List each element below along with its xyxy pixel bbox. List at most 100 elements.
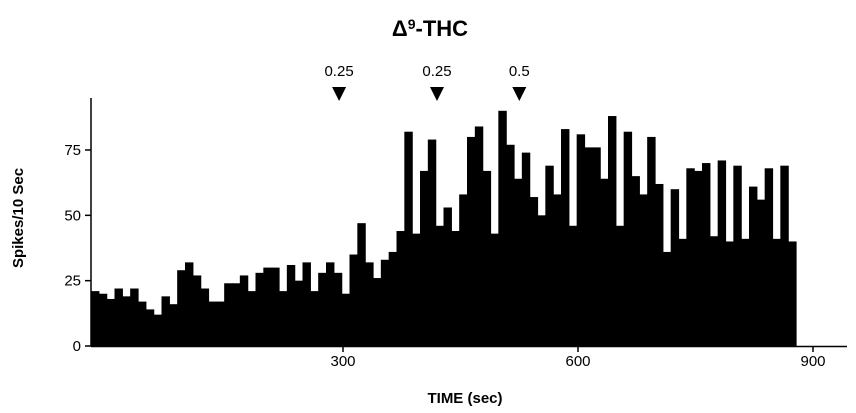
histogram-bar (255, 272, 264, 346)
histogram-bar (725, 241, 734, 346)
histogram-bar (114, 288, 123, 346)
histogram-bar (208, 301, 217, 346)
histogram-bar (490, 233, 499, 346)
histogram-bar (263, 267, 272, 346)
x-tick-label: 900 (800, 353, 825, 370)
x-tick-label: 300 (330, 353, 355, 370)
axes-group (90, 98, 847, 348)
histogram-bar (600, 178, 609, 346)
histogram-bar (749, 186, 758, 346)
y-tick-label: 0 (73, 338, 81, 355)
histogram-bar (161, 296, 170, 346)
histogram-bar (694, 170, 703, 346)
histogram-bar (341, 293, 351, 346)
dose-label: 0.25 (422, 63, 451, 80)
histogram-bar (521, 152, 531, 346)
down-triangle-icon (512, 87, 527, 101)
y-tick-label: 50 (64, 207, 81, 224)
histogram-bar (224, 283, 233, 346)
histogram-bar (709, 236, 719, 346)
histogram-bar (247, 291, 257, 346)
histogram-bar (318, 272, 327, 346)
histogram-bar (631, 176, 640, 346)
histogram-bar (279, 291, 288, 346)
histogram-bar (553, 194, 562, 346)
histogram-bar (200, 288, 210, 346)
histogram-bar (592, 147, 601, 346)
histogram-bar (177, 270, 186, 346)
histogram-bar (655, 183, 664, 346)
histogram-bar (373, 278, 382, 346)
histogram-bar (106, 298, 116, 346)
histogram-bar (451, 231, 460, 346)
histogram-bar (145, 309, 155, 346)
histogram-bar (326, 262, 335, 346)
histogram-bar (670, 189, 680, 346)
histogram-bar (122, 296, 131, 346)
histogram-bar (396, 231, 405, 346)
histogram-bar (482, 170, 492, 346)
dose-label: 0.5 (509, 63, 530, 80)
histogram-bar (576, 134, 586, 346)
histogram-bar (506, 144, 515, 346)
histogram-bar (498, 110, 507, 346)
histogram-bar (435, 225, 445, 346)
histogram-bar (192, 275, 202, 346)
histogram-bar (467, 136, 476, 346)
histogram-bar (185, 262, 194, 346)
x-axis-label: TIME (sec) (427, 390, 502, 407)
histogram-bar (764, 168, 774, 346)
bars-group (91, 110, 797, 346)
histogram-bar (584, 147, 593, 346)
histogram-bar (153, 314, 163, 346)
down-triangle-icon (430, 87, 444, 101)
title-rest: -THC (416, 16, 469, 41)
histogram-bar (232, 283, 241, 346)
histogram-bar (91, 291, 100, 346)
histogram-bar (216, 301, 225, 346)
histogram-bar (741, 238, 750, 346)
histogram-bar (98, 293, 108, 346)
histogram-bar (302, 262, 311, 346)
histogram-bar (271, 267, 280, 346)
histogram-bar (514, 178, 523, 346)
histogram-bar (608, 116, 617, 346)
histogram-bar (286, 264, 296, 346)
histogram-bar (412, 233, 421, 346)
histogram-bar (678, 238, 687, 346)
histogram-bar (420, 170, 429, 346)
histogram-bar (545, 165, 554, 346)
title-delta: Δ (392, 16, 408, 41)
histogram-bar (365, 262, 374, 346)
histogram-bar (662, 251, 672, 346)
histogram-bar (686, 168, 695, 346)
histogram-bar (443, 207, 452, 346)
histogram-bar (427, 139, 437, 346)
histogram-bar (529, 197, 539, 346)
y-tick-label: 25 (64, 273, 81, 290)
histogram-bar (130, 288, 139, 346)
histogram-bar (615, 225, 625, 346)
histogram-bar (561, 129, 570, 346)
histogram-bar (138, 301, 147, 346)
histogram-bar (568, 225, 578, 346)
histogram-bar (772, 238, 781, 346)
ticks-group: 0 25 50 75 300 600 900 (64, 142, 825, 370)
histogram-bar (404, 131, 413, 346)
histogram-bar (349, 254, 358, 346)
dose-label: 0.25 (324, 63, 353, 80)
annotations-group: 0.25 0.25 0.5 (324, 63, 530, 101)
title-superscript: 9 (408, 16, 416, 32)
histogram-bar (474, 126, 484, 346)
histogram-bar (717, 160, 727, 346)
histogram-bar (459, 194, 468, 346)
histogram-bar (756, 199, 766, 346)
histogram-bar (310, 291, 319, 346)
chart-title: Δ9-THC (392, 16, 468, 41)
histogram-bar (294, 280, 304, 346)
histogram-bar (780, 165, 789, 346)
y-axis-label: Spikes/10 Sec (10, 168, 27, 268)
histogram-bar (623, 131, 633, 346)
histogram-bar (333, 272, 343, 346)
